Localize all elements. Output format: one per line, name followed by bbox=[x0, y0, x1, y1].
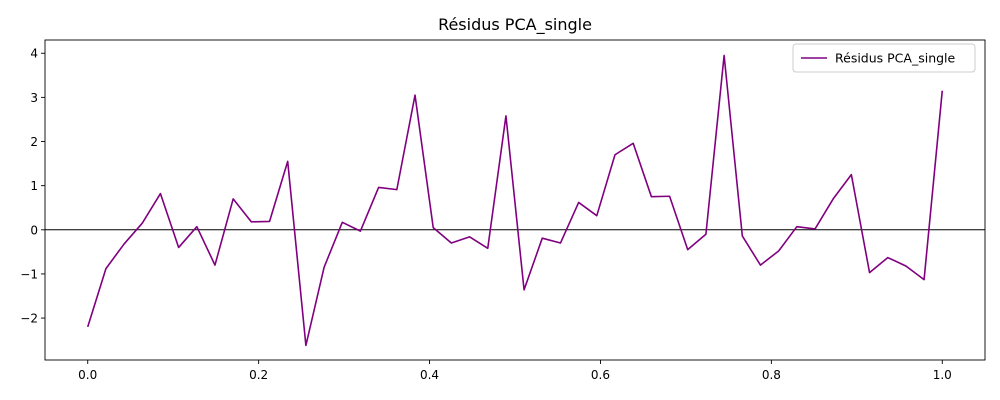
x-tick-label: 0.8 bbox=[762, 368, 781, 382]
legend-label: Résidus PCA_single bbox=[835, 51, 956, 66]
y-tick-label: 4 bbox=[30, 47, 38, 61]
y-tick-label: 0 bbox=[30, 223, 38, 237]
x-tick-label: 0.6 bbox=[591, 368, 610, 382]
y-tick-label: 2 bbox=[30, 135, 38, 149]
y-tick-label: −1 bbox=[20, 267, 38, 281]
axes-frame bbox=[44, 39, 986, 361]
x-tick-label: 0.2 bbox=[249, 368, 268, 382]
x-tick-label: 0.4 bbox=[420, 368, 439, 382]
legend-box bbox=[792, 43, 976, 73]
y-tick-label: −2 bbox=[20, 312, 38, 326]
x-tick-label: 0.0 bbox=[78, 368, 97, 382]
plot-area: 0.0 0.2 0.4 0.6 0.8 1.0 −2 −1 0 1 2 3 4 bbox=[20, 39, 986, 382]
x-tick-label: 1.0 bbox=[933, 368, 952, 382]
chart-title: Résidus PCA_single bbox=[438, 15, 592, 35]
y-tick-label: 3 bbox=[30, 91, 38, 105]
series-line-0 bbox=[86, 54, 944, 347]
y-tick-label: 1 bbox=[30, 179, 38, 193]
legend: Résidus PCA_single bbox=[792, 43, 976, 73]
